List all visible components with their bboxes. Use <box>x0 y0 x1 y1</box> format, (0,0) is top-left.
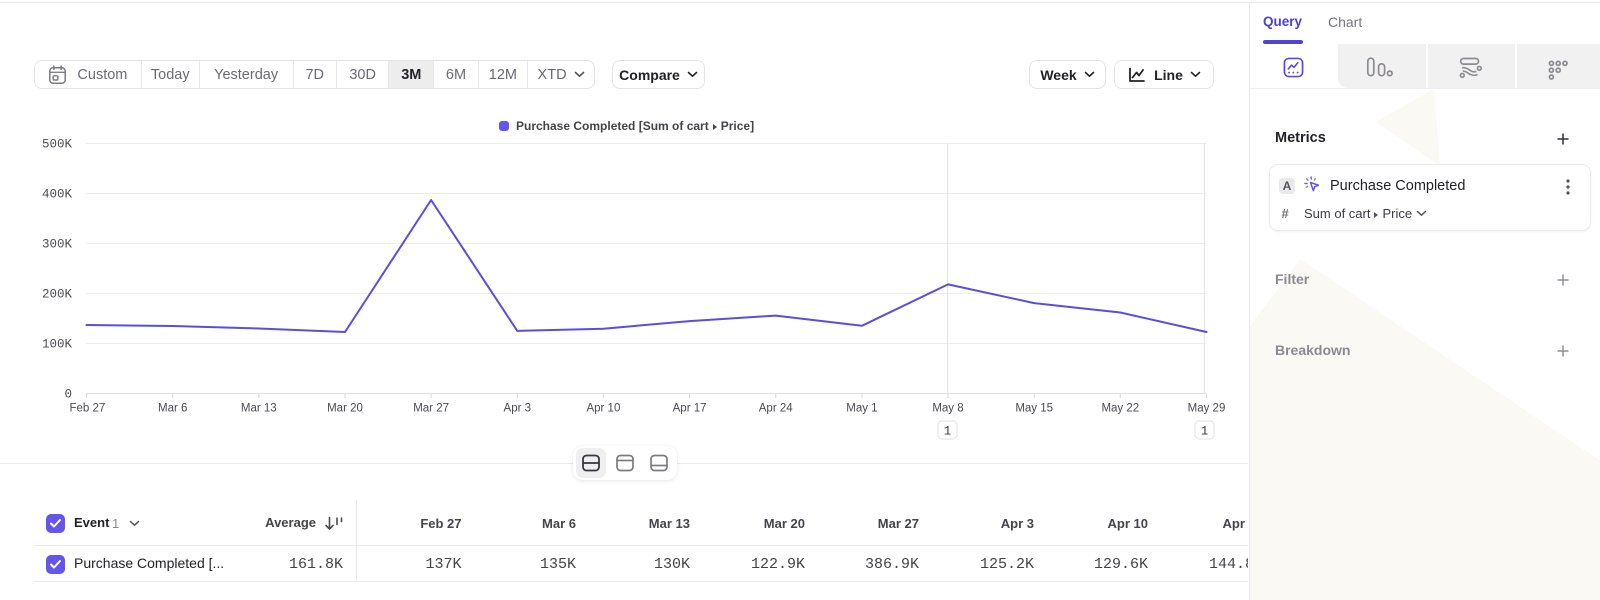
svg-text:500K: 500K <box>42 138 73 152</box>
svg-text:Mar 13: Mar 13 <box>241 403 277 415</box>
svg-text:Apr 24: Apr 24 <box>759 403 793 415</box>
svg-text:300K: 300K <box>42 238 73 252</box>
svg-text:May 29: May 29 <box>1188 403 1226 415</box>
svg-text:Feb 27: Feb 27 <box>69 403 105 415</box>
svg-text:May 22: May 22 <box>1101 403 1139 415</box>
svg-text:100K: 100K <box>42 338 73 352</box>
svg-text:May 8: May 8 <box>932 403 963 415</box>
svg-text:May 1: May 1 <box>846 403 877 415</box>
svg-text:Apr 17: Apr 17 <box>673 403 707 415</box>
svg-text:1: 1 <box>944 425 952 439</box>
svg-text:Mar 6: Mar 6 <box>158 403 187 415</box>
svg-text:Apr 3: Apr 3 <box>504 403 532 415</box>
svg-text:200K: 200K <box>42 288 73 302</box>
svg-text:400K: 400K <box>42 188 73 202</box>
svg-text:May 15: May 15 <box>1015 403 1053 415</box>
svg-text:Mar 20: Mar 20 <box>327 403 363 415</box>
svg-text:Mar 27: Mar 27 <box>413 403 449 415</box>
svg-text:1: 1 <box>1201 425 1209 439</box>
svg-text:0: 0 <box>64 388 72 402</box>
svg-text:Apr 10: Apr 10 <box>586 403 620 415</box>
